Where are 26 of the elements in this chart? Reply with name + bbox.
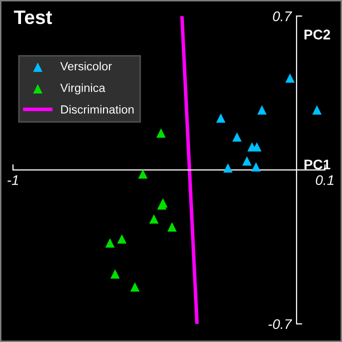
point <box>312 105 322 115</box>
point <box>149 214 159 224</box>
legend-label: Versicolor <box>60 62 112 70</box>
chart-title: Test <box>14 10 52 24</box>
point <box>216 113 226 123</box>
point <box>167 222 177 232</box>
point <box>156 128 166 138</box>
point <box>223 163 233 173</box>
point <box>117 234 127 244</box>
point <box>232 132 242 142</box>
point <box>110 269 120 279</box>
point <box>130 282 140 292</box>
point <box>105 238 115 248</box>
y-tick-label: 0.7 <box>272 11 292 22</box>
point <box>242 156 252 166</box>
point <box>285 73 295 83</box>
point <box>257 105 267 115</box>
y-axis-title: PC2 <box>304 30 330 40</box>
point <box>251 162 261 172</box>
x-tick-label: 0.1 <box>316 175 334 186</box>
legend-label: Discrimination <box>61 105 134 114</box>
point <box>138 169 148 179</box>
x-axis-title: PC1 <box>304 160 330 170</box>
legend-label: Virginica <box>60 83 106 94</box>
x-tick-label: -1 <box>8 175 18 185</box>
y-tick-label: -0.7 <box>268 319 292 330</box>
